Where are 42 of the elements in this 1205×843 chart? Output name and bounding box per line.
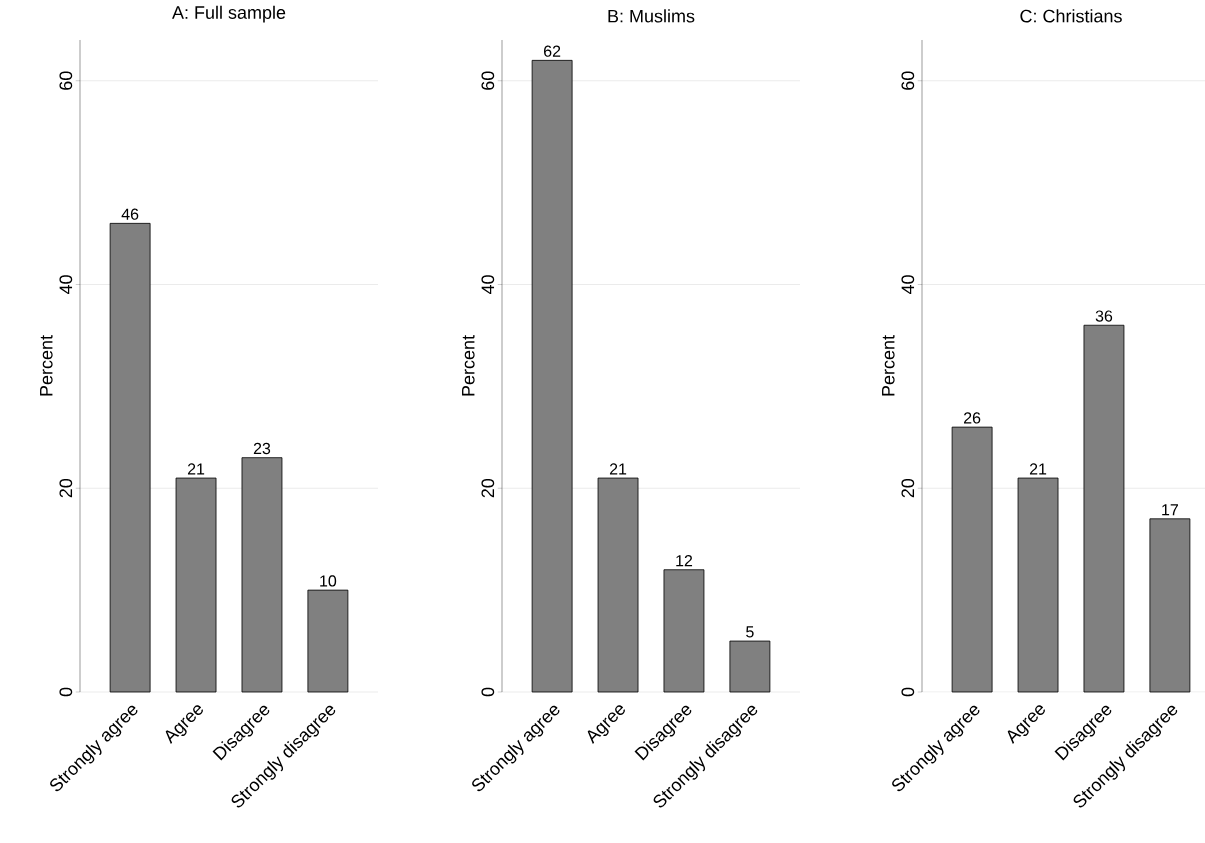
bar bbox=[951, 426, 993, 693]
y-tick-label: 60 bbox=[901, 71, 915, 90]
y-tick-label: 0 bbox=[59, 687, 73, 697]
bar bbox=[663, 569, 705, 693]
y-tick-label: 60 bbox=[481, 71, 495, 90]
data-label: 21 bbox=[187, 463, 205, 475]
data-label: 23 bbox=[253, 442, 271, 455]
data-label: 46 bbox=[121, 208, 139, 220]
bar bbox=[1149, 518, 1191, 693]
data-label: 10 bbox=[320, 575, 337, 587]
data-label: 26 bbox=[964, 412, 981, 424]
y-tick-label: 40 bbox=[901, 275, 915, 295]
y-tick-label: 0 bbox=[481, 687, 495, 697]
data-label: 21 bbox=[609, 463, 627, 475]
bar bbox=[241, 457, 283, 693]
chart-title: B: Muslims bbox=[608, 9, 695, 23]
y-tick-label: 40 bbox=[481, 275, 495, 295]
data-label: 62 bbox=[544, 45, 561, 57]
y-axis-title: Percent bbox=[882, 335, 895, 396]
y-tick-label: 0 bbox=[901, 687, 915, 697]
y-tick-label: 20 bbox=[59, 478, 73, 498]
data-label: 21 bbox=[1029, 463, 1047, 475]
y-tick-label: 20 bbox=[481, 478, 495, 498]
y-axis-title: Percent bbox=[40, 335, 53, 396]
y-tick-label: 20 bbox=[901, 478, 915, 498]
bar bbox=[531, 59, 573, 693]
bar bbox=[1083, 324, 1125, 693]
bar bbox=[175, 477, 217, 693]
data-label: 12 bbox=[676, 555, 693, 567]
y-tick-label: 60 bbox=[59, 71, 73, 90]
data-label: 36 bbox=[1095, 310, 1113, 322]
bar bbox=[307, 589, 349, 693]
chart-title: A: Full sample bbox=[172, 5, 286, 23]
y-axis-title: Percent bbox=[462, 335, 475, 396]
bar bbox=[597, 477, 639, 693]
bar bbox=[1017, 477, 1059, 693]
chart-title: C: Christians bbox=[1020, 9, 1122, 23]
bar bbox=[729, 640, 771, 693]
data-label: 17 bbox=[1162, 504, 1178, 516]
bar bbox=[109, 222, 151, 693]
data-label: 5 bbox=[746, 626, 754, 638]
y-tick-label: 40 bbox=[59, 275, 73, 295]
